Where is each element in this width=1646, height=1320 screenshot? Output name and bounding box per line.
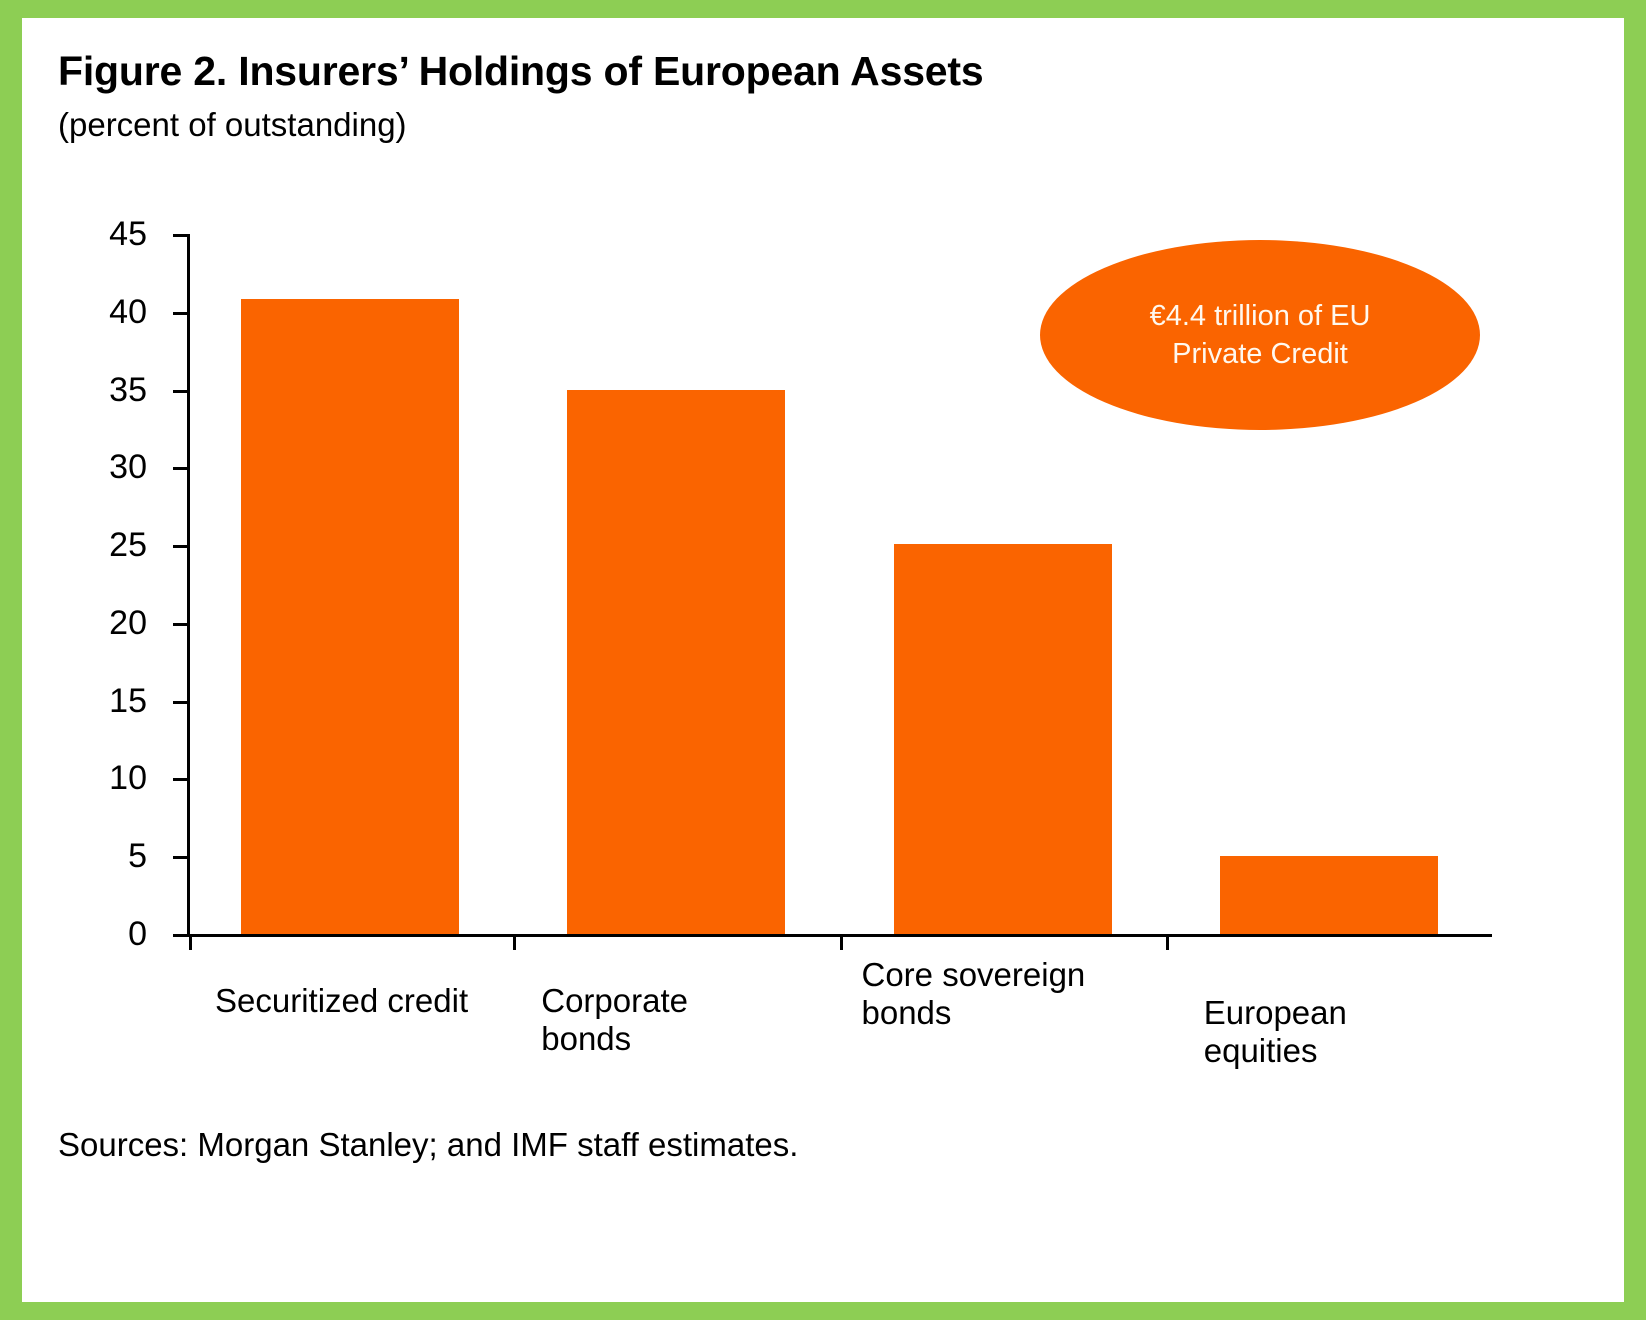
figure-canvas: Figure 2. Insurers’ Holdings of European… [22,18,1624,1302]
y-axis-tick-label: 30 [109,448,147,487]
y-axis-tick-label: 15 [109,681,147,720]
bar-chart-plot-area: 0 5 10 15 20 25 30 35 40 45 Securitized credit Corp… [22,18,1624,1302]
y-axis-tick-mark [173,234,187,237]
bar [241,299,460,934]
y-axis-tick-mark [173,311,187,315]
y-axis-tick-label: 35 [109,370,147,409]
bar [1219,856,1438,934]
x-axis-category-label: Core sovereign bonds [861,956,1086,1032]
y-axis-tick-label: 10 [109,759,147,798]
y-axis-tick-mark [173,467,187,471]
bar [893,543,1112,934]
y-axis-tick-label: 20 [109,603,147,642]
source-note: Sources: Morgan Stanley; and IMF staff e… [58,1126,799,1163]
x-axis-tick-mark [1165,934,1169,950]
callout-bubble: €4.4 trillion of EU Private Credit [1040,240,1480,430]
bar [567,389,786,934]
page-title: Figure 2. Insurers’ Holdings of European… [58,48,984,94]
x-axis-tick-mark [513,934,517,950]
x-axis-tick-mark [839,934,843,950]
y-axis-tick-mark [173,778,187,782]
y-axis-tick-label: 0 [128,915,147,953]
x-axis-category-label: European equities [1203,994,1347,1070]
x-axis-tick-mark [189,934,192,950]
x-axis-category-label: Corporate bonds [541,982,688,1058]
x-axis-category-label: Securitized credit [215,982,469,1019]
y-axis-tick-label: 40 [109,292,147,331]
y-axis-tick-mark [173,622,187,626]
y-axis-tick-mark [173,545,187,549]
y-axis-tick-mark [173,389,187,393]
y-axis-tick-label: 25 [109,526,147,565]
y-axis-tick-mark [173,700,187,704]
y-axis-tick-mark [173,856,187,860]
callout-text: €4.4 trillion of EU Private Credit [1149,299,1371,370]
y-axis-line [187,234,190,934]
y-axis-tick-label: 5 [128,837,147,876]
figure-subtitle: (percent of outstanding) [58,106,407,143]
y-axis-tick-label: 45 [109,215,147,253]
y-axis-tick-mark [173,934,187,937]
